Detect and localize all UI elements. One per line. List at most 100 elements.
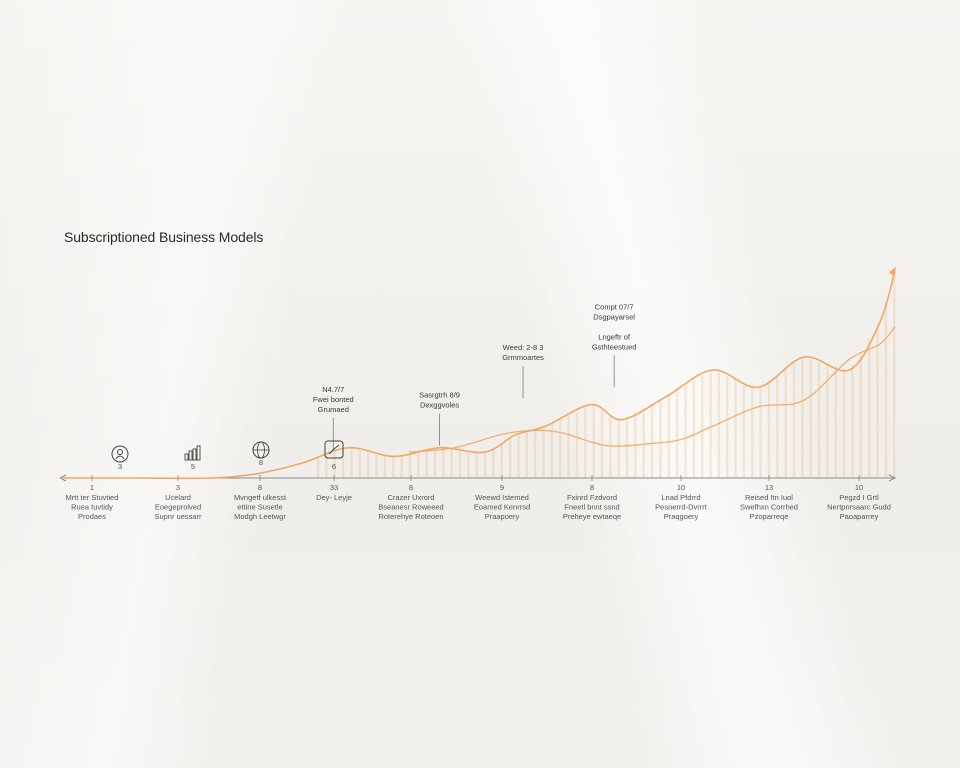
- area-bar: [726, 375, 729, 478]
- icon-number-2: 8: [259, 458, 263, 467]
- area-bar: [542, 426, 545, 478]
- bar-2: [192, 448, 197, 461]
- tick-number-3: 33: [330, 483, 338, 492]
- area-bar: [508, 437, 512, 478]
- area-bar: [625, 416, 629, 478]
- tick-label-8-1: Swefhxn Corrhed: [740, 503, 798, 512]
- chart-title: Subscriptioned Business Models: [64, 229, 264, 245]
- user-head: [117, 449, 123, 455]
- area-bar: [801, 358, 804, 478]
- area-bar: [408, 453, 412, 478]
- area-bar: [425, 450, 428, 478]
- box-outline: [324, 440, 344, 459]
- series-arrow-head: [889, 266, 896, 276]
- area-bar: [767, 380, 771, 478]
- area-bar: [475, 451, 478, 478]
- area-bar: [492, 447, 495, 478]
- area-bar: [517, 433, 520, 478]
- area-bar: [893, 273, 896, 478]
- area-bar: [325, 455, 328, 478]
- area-bar: [333, 452, 336, 478]
- tick-number-1: 3: [176, 483, 180, 492]
- tick-label-2-2: Modgh Leetwgr: [234, 512, 286, 521]
- area-bar: [567, 415, 570, 478]
- tick-label-8-2: Pzoparreqe: [750, 512, 789, 521]
- tick-label-9-1: Nertpnrsaarc Gudd: [827, 503, 891, 512]
- tick-label-6-1: Fneetl bnnt ssnd: [564, 503, 619, 512]
- icon-number-3: 6: [332, 462, 336, 471]
- tick-label-0-0: Mrtt ter Stuvtied: [66, 493, 119, 502]
- globe-icon: 8: [252, 441, 270, 467]
- tick-label-9-0: Pegzd I Grtl: [839, 493, 879, 502]
- tick-label-1-0: Ucelard: [165, 493, 191, 502]
- tick-label-6-2: Preheye ewtaeqe: [563, 512, 621, 521]
- tick-label-6-0: Fxinrd Fzdvord: [567, 493, 617, 502]
- area-bar: [433, 448, 437, 478]
- annotation-text-3-3: Lngeftr of: [598, 332, 631, 341]
- area-bar: [826, 363, 829, 478]
- area-bar: [709, 371, 712, 478]
- tick-label-0-1: Ruea tuvtidy: [71, 503, 113, 512]
- area-bar: [759, 385, 762, 478]
- area-bar: [400, 454, 403, 478]
- area-bar: [751, 384, 754, 478]
- area-bar: [442, 448, 445, 478]
- annotation-text-3-1: Dsgpayarsel: [593, 312, 635, 321]
- user-circle-outline: [111, 445, 129, 463]
- area-bar: [884, 301, 888, 478]
- icon-number-1: 5: [191, 462, 195, 471]
- area-bar: [467, 450, 470, 478]
- area-bar: [417, 451, 420, 478]
- annotation-text-2-0: Weed: 2-8 3: [503, 343, 544, 352]
- area-bar: [483, 452, 487, 478]
- bar-3: [196, 445, 201, 461]
- annotation-text-0-1: Fwei bonted: [313, 395, 354, 404]
- area-bar: [392, 456, 395, 478]
- area-bar: [842, 368, 846, 478]
- series-line-0: [60, 270, 896, 480]
- area-bar: [316, 457, 320, 478]
- area-bar: [667, 395, 670, 478]
- area-bar: [851, 365, 854, 478]
- area-bar: [383, 454, 387, 478]
- area-bar: [350, 448, 353, 478]
- area-bar: [675, 390, 679, 478]
- growth-line: [328, 444, 340, 455]
- series-line-1: [409, 326, 896, 453]
- annotation-text-0-2: Grumaed: [318, 405, 349, 414]
- annotation-text-3-0: Compt 07/7: [595, 302, 634, 311]
- tick-label-3-0: Dey- Leyje: [316, 493, 352, 502]
- bar-0: [184, 453, 189, 461]
- tick-label-4-2: Roterehye Roteoen: [378, 512, 443, 521]
- tick-label-7-0: Lnad Pfdrrd: [661, 493, 700, 502]
- icon-layer: 3 5 8 6: [111, 440, 344, 471]
- tick-label-9-2: Paoaparrey: [840, 512, 879, 521]
- tick-label-2-0: Mvngetf ulkesst: [234, 493, 287, 502]
- tick-label-7-1: Pesnerrd-Dvrrrt: [655, 503, 708, 512]
- area-bar: [867, 339, 871, 478]
- area-bar: [876, 326, 879, 478]
- area-bar: [692, 380, 696, 478]
- annotation-text-1-1: Dexggvoles: [420, 401, 459, 410]
- area-bar: [859, 352, 863, 478]
- tick-label-4-0: Crazer Uxrord: [387, 493, 434, 502]
- area-bar: [341, 449, 345, 478]
- area-bar: [450, 448, 453, 478]
- area-bar: [684, 385, 687, 478]
- area-bar: [584, 407, 587, 478]
- tick-label-4-1: Bseanesr Roweeed: [378, 503, 443, 512]
- area-bar: [776, 374, 779, 478]
- x-axis-arrow-right: [888, 474, 897, 482]
- area-bar: [550, 423, 554, 478]
- area-bar: [642, 408, 645, 478]
- bar-chart-icon: 5: [184, 445, 201, 471]
- tick-number-0: 1: [90, 483, 94, 492]
- area-bar: [742, 381, 746, 478]
- area-bar: [375, 453, 378, 478]
- area-bar: [650, 403, 654, 478]
- icon-number-0: 3: [118, 462, 122, 471]
- area-bar: [575, 411, 579, 478]
